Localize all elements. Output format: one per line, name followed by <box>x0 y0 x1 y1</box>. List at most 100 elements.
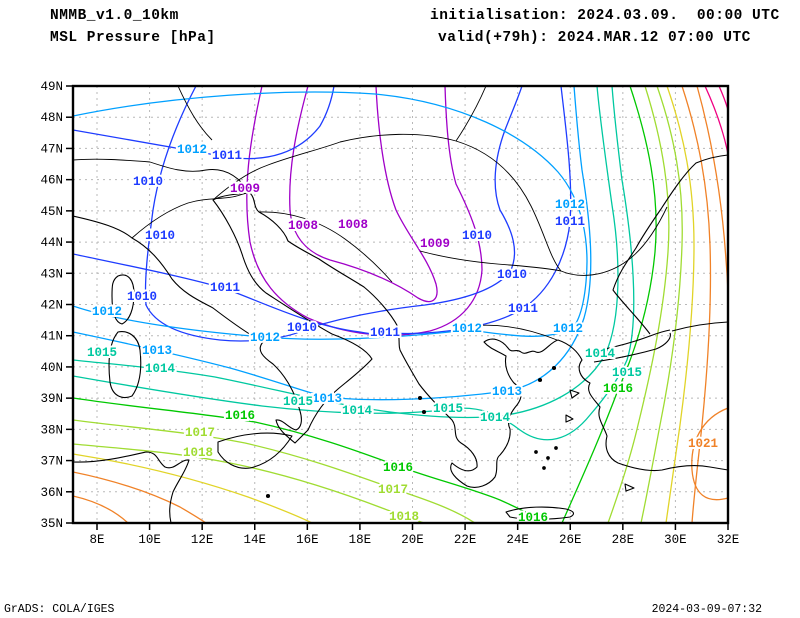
lon-tick-label: 14E <box>243 533 266 547</box>
isobar-value-label: 1012 <box>250 331 280 345</box>
lon-tick-label: 10E <box>138 533 161 547</box>
isobar-value-label: 1016 <box>603 382 633 396</box>
coastline-north-africa <box>73 451 190 523</box>
lon-tick-label: 8E <box>89 533 104 547</box>
isobar-value-label: 1010 <box>145 229 175 243</box>
coastline-marmara-south <box>593 332 671 363</box>
island-cyclades-1 <box>534 450 538 454</box>
initialisation-time: initialisation: 2024.03.09. 00:00 UTC <box>430 8 780 24</box>
border-croatia-inland <box>258 211 393 283</box>
isobar-1016 <box>561 86 657 523</box>
lon-tick-label: 32E <box>717 533 740 547</box>
border-greece-north <box>469 324 558 341</box>
lon-tick-label: 22E <box>454 533 477 547</box>
island-rhodes <box>624 483 635 492</box>
isobar-value-label: 1018 <box>183 446 213 460</box>
lat-tick-label: 48N <box>40 111 63 125</box>
border-swiss <box>73 158 151 163</box>
lon-tick-label: 30E <box>664 533 687 547</box>
isobar-1010 <box>144 86 523 342</box>
isobar-value-label: 1012 <box>555 198 585 212</box>
isobar-value-label: 1013 <box>492 385 522 399</box>
isobar-value-label: 1010 <box>497 268 527 282</box>
coastline-black-sea-west <box>612 154 728 335</box>
isobar-value-label: 1011 <box>555 215 585 229</box>
isobar-value-label: 1010 <box>133 175 163 189</box>
isobar-value-label: 1013 <box>312 392 342 406</box>
isobar-labels: 1012 1011 1010 1009 1008 1008 1010 1009 1010 1012… <box>85 141 720 525</box>
border-austria <box>149 161 251 194</box>
isobar-1015 <box>73 86 635 441</box>
island-cyclades-3 <box>554 446 558 450</box>
isobar-1023 <box>718 86 728 111</box>
lon-tick-label: 16E <box>296 533 319 547</box>
axis-labels: 49N 48N 47N 46N 45N 44N 43N 42N 41N 40N 39N 38N 37N 3… <box>40 80 739 547</box>
grads-credit: GrADS: COLA/IGES <box>4 603 115 616</box>
isobar-1011 <box>73 86 572 335</box>
border-italy-north <box>131 192 251 239</box>
lon-tick-label: 18E <box>349 533 372 547</box>
isobar-1020 <box>73 471 207 523</box>
island-cyclades-2 <box>546 456 550 460</box>
isobar-1018 <box>640 86 683 523</box>
lat-tick-label: 42N <box>40 299 63 313</box>
lat-tick-label: 40N <box>40 361 63 375</box>
island-ionian-1 <box>417 395 423 401</box>
border-czech <box>177 86 213 141</box>
island-cyclades-4 <box>542 466 546 470</box>
isobar-value-label: 1017 <box>378 483 408 497</box>
isobar-value-label: 1021 <box>688 437 718 451</box>
island-aegean-1 <box>537 377 543 383</box>
lat-tick-label: 45N <box>40 205 63 219</box>
isobar-1022 <box>704 86 728 155</box>
axis-ticks <box>66 85 729 530</box>
island-sardinia <box>108 331 142 399</box>
isobar-1021 <box>73 495 129 523</box>
island-sicily <box>217 432 293 469</box>
island-crete <box>505 506 575 520</box>
isobar-1017 <box>73 419 476 523</box>
coastlines <box>73 154 728 523</box>
isobar-value-label: 1017 <box>185 426 215 440</box>
isobar-1014 <box>73 86 619 419</box>
isobar-1011 <box>73 86 335 160</box>
border-alps-east <box>212 141 341 201</box>
isobar-value-label: 1014 <box>342 404 373 418</box>
lon-tick-label: 28E <box>612 533 635 547</box>
isobar-1019 <box>73 453 313 523</box>
isobar-value-label: 1009 <box>420 237 450 251</box>
isobar-1012 <box>73 91 588 340</box>
isobar-value-label: 1011 <box>508 302 538 316</box>
isobar-1019 <box>665 86 695 523</box>
lat-tick-label: 36N <box>40 486 63 500</box>
coastline-marmara-north <box>589 329 671 353</box>
isobars <box>73 86 728 523</box>
isobar-value-label: 1016 <box>518 511 548 525</box>
isobar-value-label: 1015 <box>87 346 117 360</box>
coastline-italy-balkans-greece-turkey <box>73 192 728 488</box>
lat-tick-label: 43N <box>40 267 63 281</box>
isobar-value-label: 1014 <box>480 411 511 425</box>
lon-tick-label: 12E <box>191 533 214 547</box>
lon-tick-label: 24E <box>506 533 529 547</box>
creation-timestamp: 2024-03-09-07:32 <box>651 603 762 616</box>
island-corsica <box>111 274 135 325</box>
isobar-1009 <box>246 86 483 336</box>
isobar-value-label: 1008 <box>338 218 368 232</box>
isobar-value-label: 1011 <box>370 326 400 340</box>
isobar-value-label: 1018 <box>389 510 419 524</box>
isobar-value-label: 1015 <box>612 366 642 380</box>
island-lesbos <box>569 389 580 399</box>
isobar-1021 <box>691 407 728 501</box>
valid-time: valid(+79h): 2024.MAR.12 07:00 UTC <box>438 30 751 46</box>
border-carpathians <box>339 133 668 276</box>
isobar-value-label: 1016 <box>383 461 413 475</box>
isobar-value-label: 1015 <box>283 395 313 409</box>
isobar-value-label: 1015 <box>433 402 463 416</box>
lat-tick-label: 39N <box>40 392 63 406</box>
isobar-value-label: 1013 <box>142 344 172 358</box>
isobar-1021 <box>696 86 728 301</box>
isobar-value-label: 1011 <box>212 149 242 163</box>
isobar-value-label: 1010 <box>462 229 492 243</box>
